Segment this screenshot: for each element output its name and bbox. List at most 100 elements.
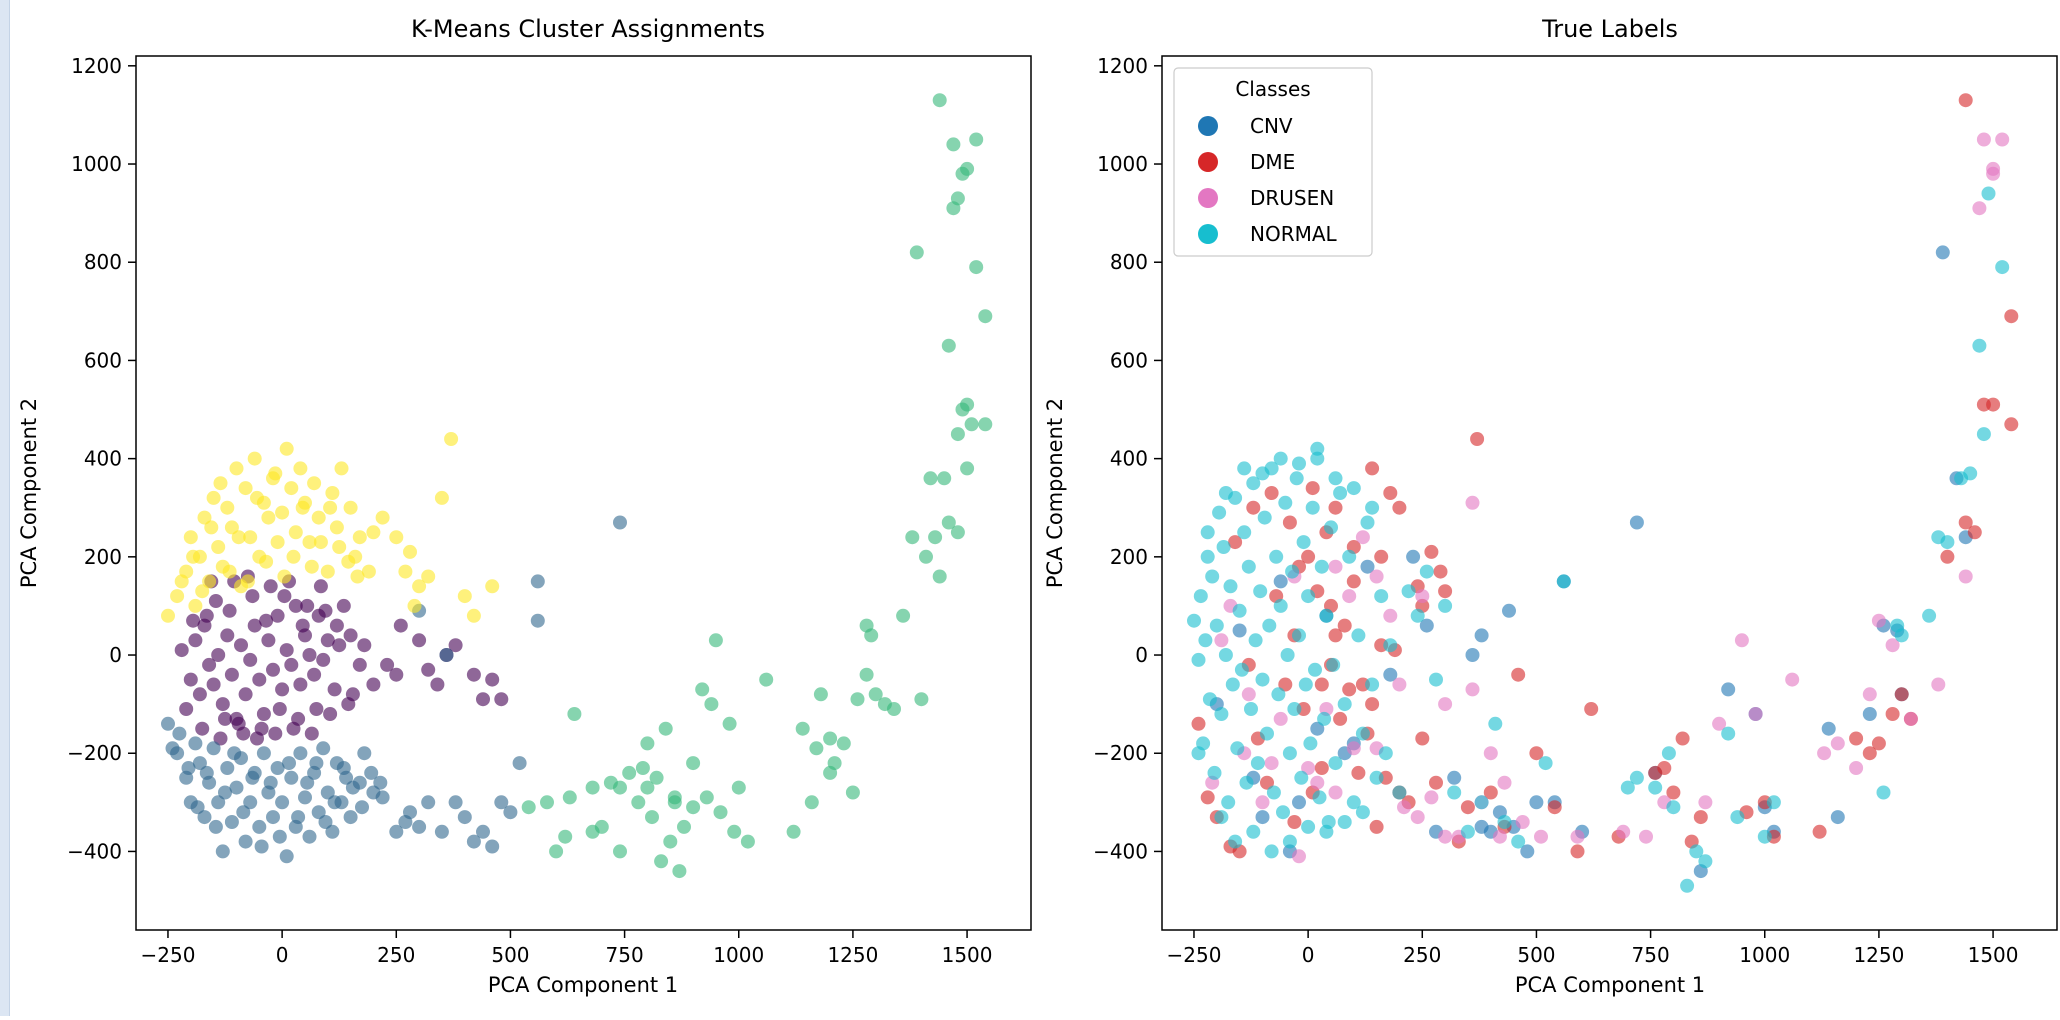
scatter-point-cnv xyxy=(1447,770,1462,785)
scatter-point-cluster-1 xyxy=(434,824,449,839)
scatter-point-cluster-0 xyxy=(224,667,239,682)
scatter-point-normal xyxy=(1328,756,1343,771)
y-tick-label: 400 xyxy=(1110,447,1148,471)
scatter-point-cluster-1 xyxy=(263,775,278,790)
scatter-point-dme xyxy=(1511,667,1526,682)
scatter-point-dme xyxy=(1657,761,1672,775)
scatter-point-normal xyxy=(1218,648,1233,662)
scatter-point-cluster-0 xyxy=(174,643,189,658)
scatter-point-cluster-0 xyxy=(195,721,210,736)
scatter-point-cluster-3 xyxy=(466,608,481,623)
scatter-point-normal xyxy=(1324,520,1338,535)
scatter-point-cluster-3 xyxy=(261,510,276,525)
scatter-point-cluster-1 xyxy=(284,770,299,785)
scatter-point-cluster-1 xyxy=(357,746,372,761)
scatter-point-cluster-0 xyxy=(192,687,207,702)
scatter-point-normal xyxy=(1757,829,1772,844)
scatter-point-cluster-1 xyxy=(318,815,333,829)
scatter-point-dme xyxy=(1328,628,1343,643)
scatter-point-cnv xyxy=(1310,721,1325,736)
scatter-point-drusen xyxy=(1534,829,1548,844)
scatter-point-drusen xyxy=(1355,530,1370,545)
scatter-point-cluster-0 xyxy=(295,618,310,633)
scatter-point-cluster-3 xyxy=(295,500,310,515)
scatter-point-drusen xyxy=(1301,761,1316,775)
scatter-point-cluster-0 xyxy=(259,613,274,628)
scatter-point-normal xyxy=(1680,878,1695,893)
scatter-point-dme xyxy=(1305,481,1320,496)
scatter-point-drusen xyxy=(1698,795,1713,810)
figure-svg: K-Means Cluster Assignments −250 0 250 500 7… xyxy=(17,15,2058,997)
scatter-point-normal xyxy=(1698,854,1713,869)
scatter-point-drusen xyxy=(1392,677,1407,692)
scatter-point-cluster-0 xyxy=(208,594,223,608)
scatter-point-cluster-2 xyxy=(713,805,728,820)
scatter-point-cluster-1 xyxy=(613,515,627,530)
scatter-point-cluster-1 xyxy=(282,756,296,771)
scatter-point-cluster-1 xyxy=(375,790,390,805)
scatter-point-cluster-2 xyxy=(795,721,810,736)
scatter-point-cluster-0 xyxy=(302,648,317,662)
scatter-point-drusen xyxy=(1264,756,1279,771)
scatter-point-cluster-0 xyxy=(215,697,230,712)
scatter-point-cluster-0 xyxy=(279,643,294,658)
scatter-point-dme xyxy=(2004,417,2019,432)
scatter-point-normal xyxy=(1333,486,1348,500)
scatter-point-dme xyxy=(1894,687,1909,702)
scatter-point-cluster-0 xyxy=(332,638,347,653)
scatter-point-cluster-0 xyxy=(220,628,235,643)
scatter-point-cluster-2 xyxy=(585,780,600,795)
legend-entry-drusen: DRUSEN xyxy=(1198,186,1334,210)
scatter-point-cluster-1 xyxy=(254,839,269,854)
scatter-point-normal xyxy=(1276,805,1290,820)
scatter-point-drusen xyxy=(1273,711,1288,726)
legend-marker-cnv xyxy=(1198,116,1218,136)
scatter-point-cluster-2 xyxy=(658,721,673,736)
legend-label-normal: NORMAL xyxy=(1250,222,1338,246)
scatter-point-drusen xyxy=(1734,633,1749,648)
scatter-point-cluster-0 xyxy=(343,628,358,643)
scatter-point-cluster-0 xyxy=(186,613,201,628)
scatter-point-cluster-3 xyxy=(350,569,365,584)
scatter-point-drusen xyxy=(1712,716,1727,731)
scatter-point-cnv xyxy=(1255,810,1270,825)
scatter-point-normal xyxy=(1278,495,1293,510)
scatter-point-drusen xyxy=(1214,633,1229,648)
scatter-point-normal xyxy=(1282,746,1297,761)
scatter-point-cluster-1 xyxy=(236,805,251,820)
scatter-point-cluster-3 xyxy=(277,569,292,584)
scatter-point-cluster-0 xyxy=(309,702,324,716)
scatter-point-normal xyxy=(1234,662,1249,677)
scatter-point-drusen xyxy=(1958,569,1973,584)
scatter-point-cluster-0 xyxy=(485,672,500,687)
scatter-point-cluster-2 xyxy=(635,761,650,775)
scatter-point-cluster-1 xyxy=(485,839,500,854)
scatter-point-dme xyxy=(1693,810,1708,825)
y-tick-label: 1000 xyxy=(1097,152,1148,176)
scatter-point-cluster-2 xyxy=(941,515,956,530)
scatter-point-normal xyxy=(1981,186,1996,201)
scatter-point-cluster-0 xyxy=(213,731,228,746)
scatter-point-cluster-2 xyxy=(864,628,879,643)
scatter-point-normal xyxy=(1287,702,1302,716)
scatter-point-normal xyxy=(1488,716,1503,731)
scatter-point-cluster-3 xyxy=(457,589,472,604)
scatter-point-drusen xyxy=(1438,697,1453,712)
scatter-point-normal xyxy=(1237,525,1252,540)
scatter-point-dme xyxy=(1470,432,1485,446)
scatter-point-normal xyxy=(1308,662,1322,677)
scatter-point-cluster-2 xyxy=(914,692,929,707)
scatter-point-cluster-1 xyxy=(448,795,463,810)
scatter-point-drusen xyxy=(1995,132,2010,147)
scatter-point-drusen xyxy=(1748,707,1763,721)
scatter-point-cluster-3 xyxy=(224,520,239,535)
x-tick-label: 500 xyxy=(1517,943,1555,967)
scatter-point-cluster-1 xyxy=(512,756,527,771)
scatter-point-cluster-2 xyxy=(667,795,682,810)
scatter-point-dme xyxy=(2004,309,2019,324)
scatter-point-cluster-0 xyxy=(256,707,271,721)
scatter-point-cluster-0 xyxy=(341,697,356,712)
scatter-point-normal xyxy=(1285,564,1300,579)
scatter-point-dme xyxy=(1228,535,1243,550)
scatter-point-dme xyxy=(1346,574,1361,589)
